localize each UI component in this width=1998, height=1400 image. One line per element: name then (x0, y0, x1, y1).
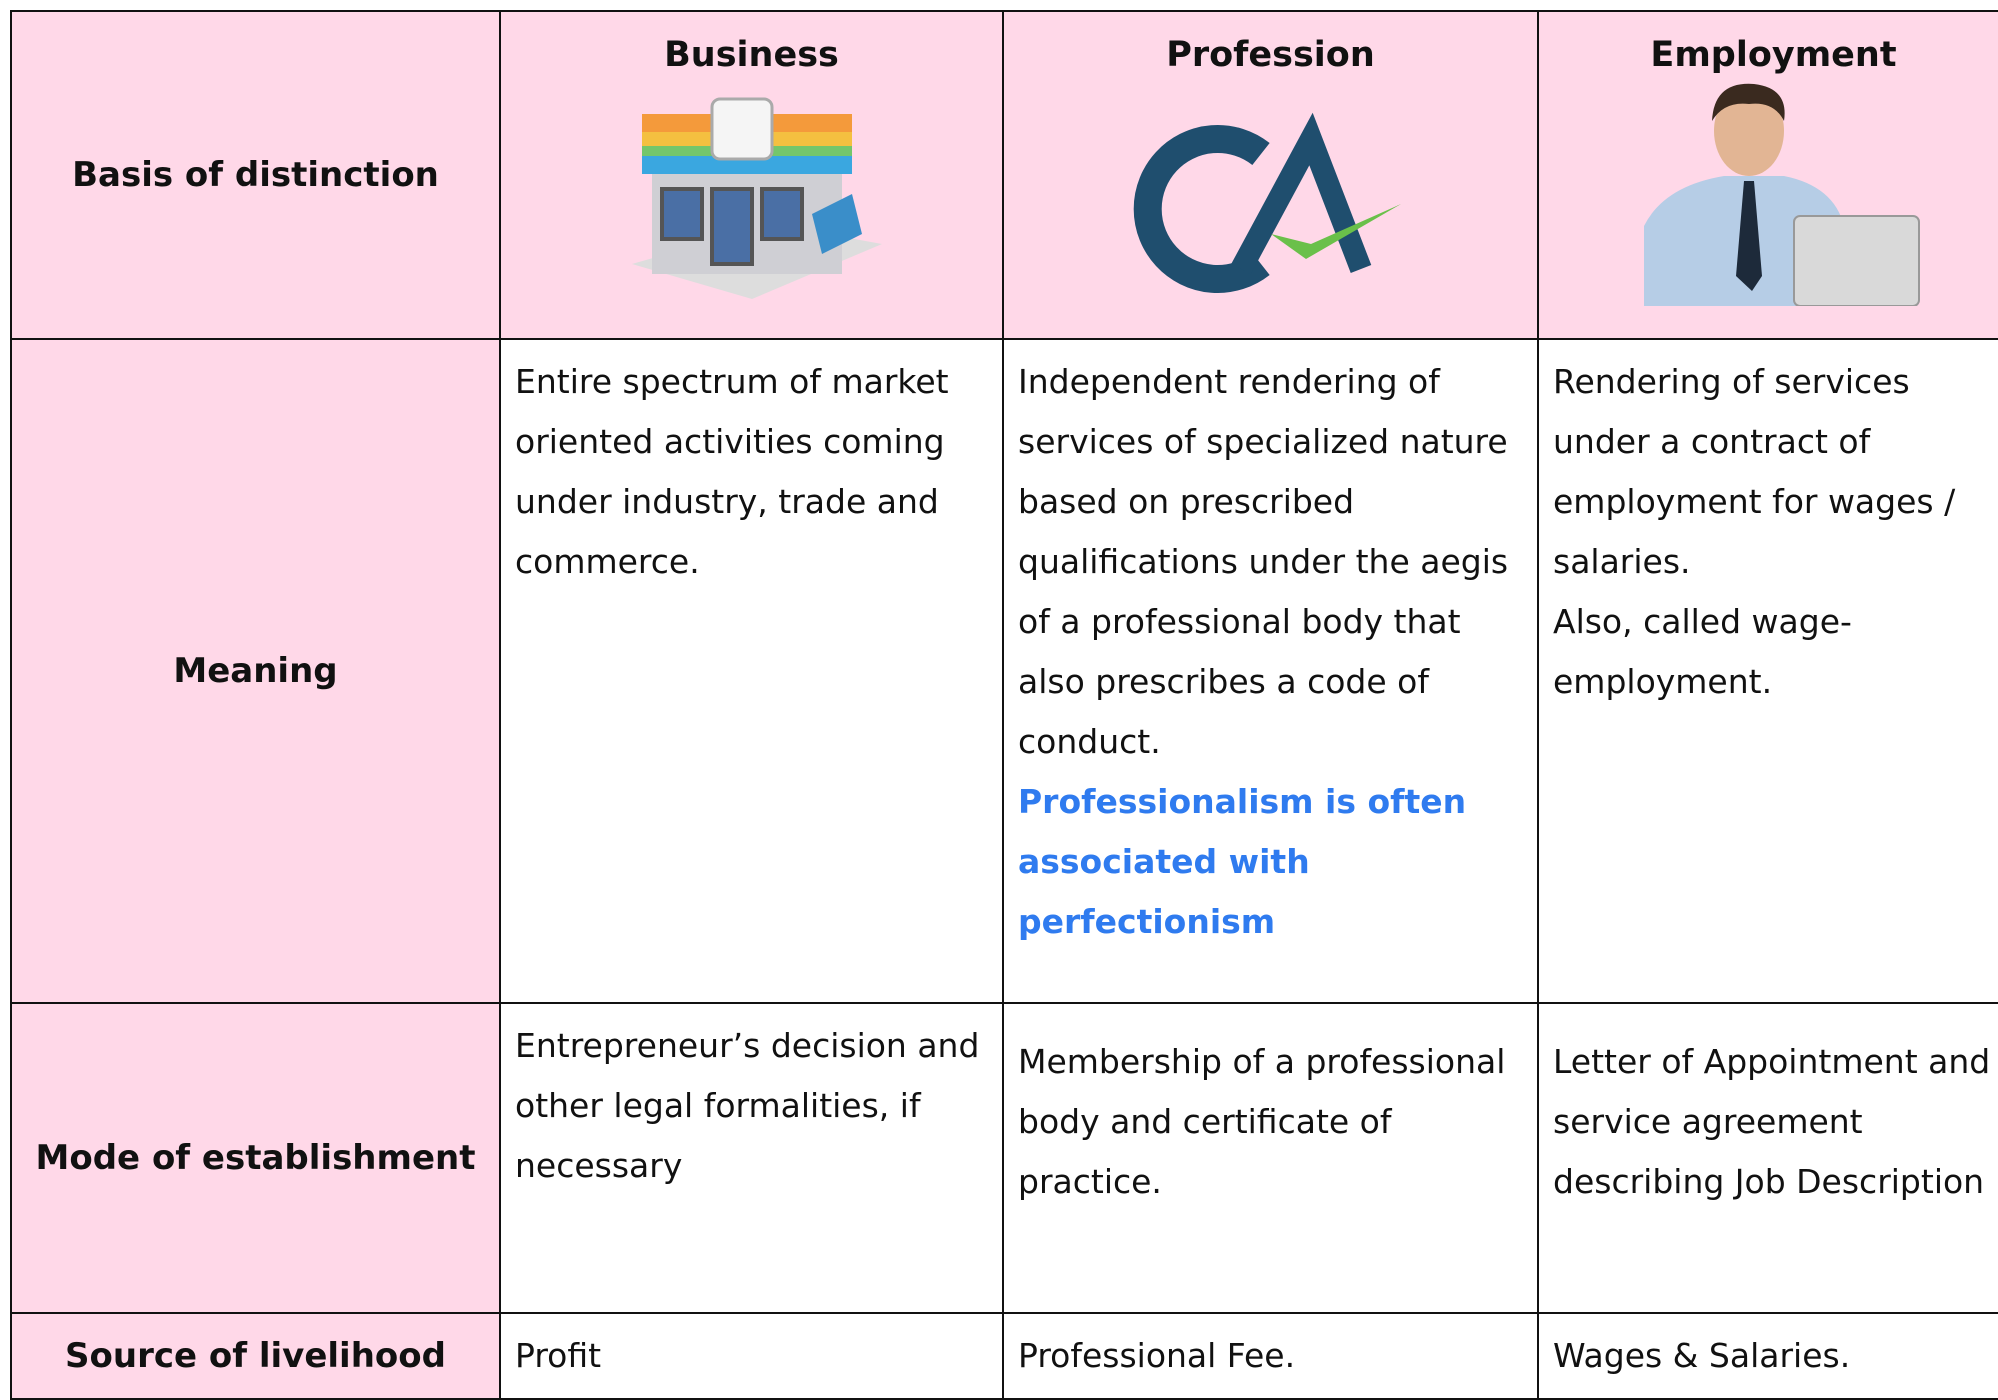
cell-text: Letter of Appointment and service agreem… (1553, 1042, 1991, 1201)
header-row: Basis of distinction Business Profession… (10, 10, 1998, 340)
shop-icon (631, 97, 882, 299)
cell-text: Entrepreneur’s decision and other legal … (515, 1026, 980, 1185)
cell: Membership of a professional body and ce… (1002, 1002, 1539, 1314)
row-label: Meaning (10, 338, 501, 1004)
cell: Entrepreneur’s decision and other legal … (499, 1002, 1004, 1314)
cell: Entire spectrum of market oriented activ… (499, 338, 1004, 1004)
column-title: Business (664, 35, 839, 75)
comparison-table: Basis of distinction Business Profession… (10, 10, 1998, 1400)
cell: Rendering of services under a contract o… (1537, 338, 1998, 1004)
cell: Professional Fee. (1002, 1312, 1539, 1400)
header-cell: Business (499, 10, 1004, 340)
cell: Wages & Salaries. (1537, 1312, 1998, 1400)
employee-photo (1643, 83, 1920, 306)
row-label: Mode of establishment (10, 1002, 501, 1314)
cell-text: Entire spectrum of market oriented activ… (515, 362, 949, 581)
header-cell: Basis of distinction (10, 10, 501, 340)
cell: Profit (499, 1312, 1004, 1400)
cell-text: Also, called wage-employment. (1553, 602, 1852, 701)
column-title: Employment (1650, 35, 1897, 75)
cell-text: Profit (515, 1336, 602, 1375)
cell-text: Wages & Salaries. (1553, 1336, 1851, 1375)
column-title: Profession (1166, 35, 1375, 75)
header-cell: Employment (1537, 10, 1998, 340)
cell-text: Rendering of services under a contract o… (1553, 362, 1956, 581)
cell: Letter of Appointment and service agreem… (1537, 1002, 1998, 1314)
table-row: Source of livelihood Profit Professional… (10, 1312, 1998, 1400)
table-row: Meaning Entire spectrum of market orient… (10, 338, 1998, 1004)
table-row: Mode of establishment Entrepreneur’s dec… (10, 1002, 1998, 1314)
cell-text: Membership of a professional body and ce… (1018, 1042, 1506, 1201)
cell-text: Independent rendering of services of spe… (1018, 362, 1509, 761)
cell-text: Professional Fee. (1018, 1336, 1296, 1375)
ca-logo (1133, 112, 1401, 293)
header-cell: Profession (1002, 10, 1539, 340)
highlight-text: Professionalism is often associated with… (1018, 782, 1467, 941)
cell: Independent rendering of services of spe… (1002, 338, 1539, 1004)
row-label: Source of livelihood (10, 1312, 501, 1400)
